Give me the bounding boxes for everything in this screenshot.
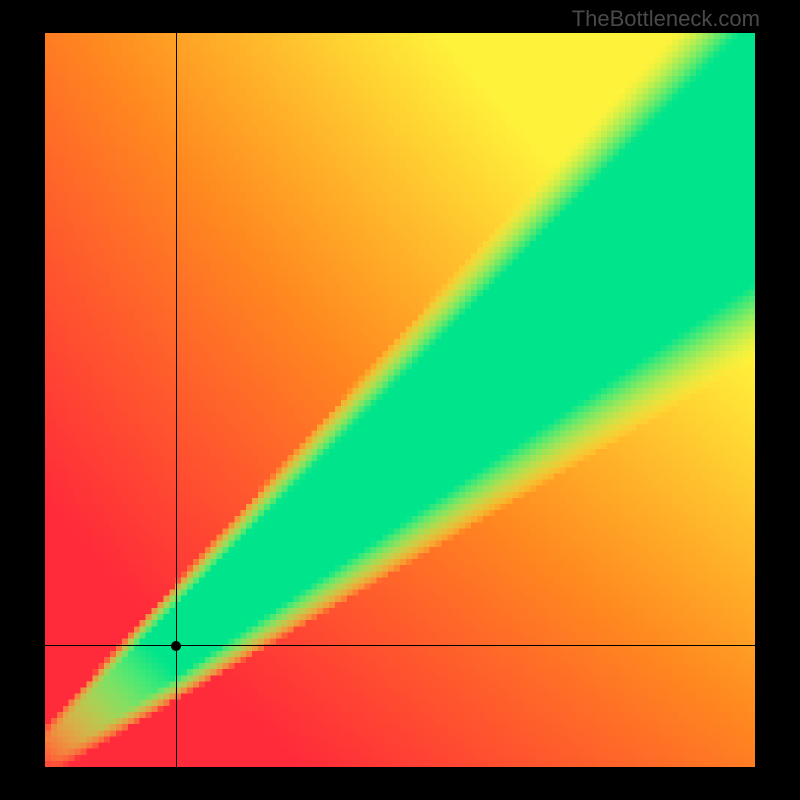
chart-container: { "watermark": { "text": "TheBottleneck.… [0, 0, 800, 800]
heatmap-canvas [45, 33, 755, 767]
crosshair-vertical [176, 33, 177, 767]
plot-area [45, 33, 755, 767]
marker-dot [171, 641, 181, 651]
crosshair-horizontal [45, 645, 755, 646]
watermark-text: TheBottleneck.com [572, 6, 760, 32]
